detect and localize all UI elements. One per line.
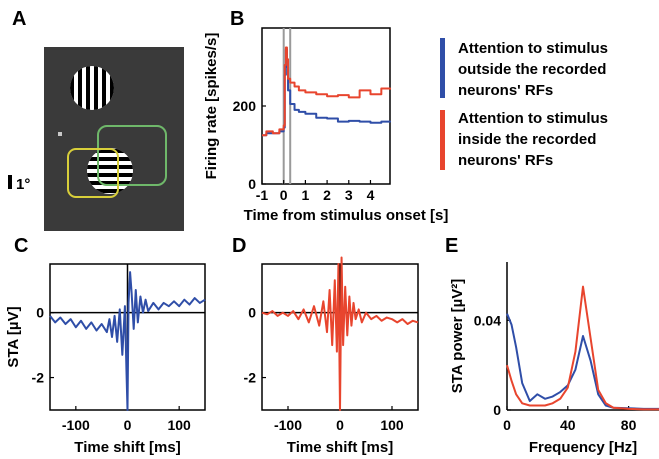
x-tick-label-d-0: -100: [274, 417, 302, 433]
attention-window-outline: [67, 148, 119, 198]
series-line-c-blue: [49, 271, 206, 411]
x-axis-label-e: Frequency [Hz]: [529, 439, 637, 456]
y-axis-label-b: Firing rate [spikes/s]: [203, 33, 220, 180]
grating-stimulus-inside-rf: [87, 148, 133, 194]
series-line-b-red: [262, 46, 391, 137]
series-line-e-blue: [506, 313, 659, 410]
y-tick-label-e-0: 0: [493, 402, 501, 418]
legend-blue-line-1: Attention to stimulus: [458, 40, 608, 57]
legend-blue-line-2: outside the recorded: [458, 61, 606, 78]
legend-red-line-2: inside the recorded: [458, 131, 596, 148]
x-axis-label-d: Time shift [ms]: [287, 439, 393, 456]
scale-bar: [8, 175, 12, 189]
x-tick-label-c-2: 100: [167, 417, 191, 433]
x-tick-label-b-5: 4: [367, 187, 375, 203]
legend-swatch-blue: [440, 38, 445, 98]
x-tick-label-d-1: 0: [336, 417, 344, 433]
x-tick-label-c-1: 0: [124, 417, 132, 433]
panel-label-c: C: [14, 235, 28, 257]
x-tick-label-b-3: 2: [323, 187, 331, 203]
x-tick-label-e-2: 80: [621, 417, 637, 433]
receptive-field-outline: [97, 125, 167, 186]
x-axis-label-b: Time from stimulus onset [s]: [244, 207, 449, 224]
legend-blue-line-3: neurons' RFs: [458, 82, 553, 99]
x-tick-label-b-1: 0: [280, 187, 288, 203]
x-tick-label-b-4: 3: [345, 187, 353, 203]
y-tick-label-d-1: -2: [244, 370, 257, 386]
legend-swatch-red: [440, 110, 445, 170]
panel-label-a: A: [12, 8, 26, 30]
series-line-e-red: [506, 285, 659, 411]
grating-stimulus-outside-rf: [70, 66, 114, 110]
chart-c-sta-attend-out: -100 0 100 0 -2 Time shift [ms] STA [µV]: [5, 263, 206, 456]
fixation-point: [58, 132, 62, 136]
chart-d-sta-attend-in: -100 0 100 0 -2 Time shift [ms]: [244, 256, 419, 456]
y-tick-label-b-1: 200: [233, 98, 257, 114]
panel-a-stimulus-display: [44, 47, 184, 231]
legend-red-line-3: neurons' RFs: [458, 152, 553, 169]
legend-red-line-1: Attention to stimulus: [458, 110, 608, 127]
y-tick-label-c-0: 0: [36, 305, 44, 321]
x-tick-label-d-2: 100: [380, 417, 404, 433]
panel-label-e: E: [445, 235, 458, 257]
scale-bar-label: 1°: [16, 176, 30, 193]
y-tick-label-d-0: 0: [248, 305, 256, 321]
series-line-d-red: [261, 256, 419, 411]
y-tick-label-b-0: 0: [248, 176, 256, 192]
x-tick-label-e-0: 0: [503, 417, 511, 433]
stimulus-screen-background: [44, 47, 184, 231]
x-tick-label-b-2: 1: [301, 187, 309, 203]
y-tick-label-e-1: 0.04: [474, 312, 501, 328]
y-axis-label-c: STA [µV]: [5, 306, 22, 367]
x-tick-label-c-0: -100: [62, 417, 90, 433]
x-tick-label-b-0: -1: [256, 187, 269, 203]
legend: Attention to stimulus outside the record…: [440, 38, 608, 170]
panel-label-d: D: [232, 235, 246, 257]
y-tick-label-c-1: -2: [32, 370, 45, 386]
x-tick-label-e-1: 40: [560, 417, 576, 433]
y-axis-label-e: STA power [µV²]: [449, 279, 466, 393]
panel-label-b: B: [230, 8, 244, 30]
chart-e-sta-power: 0 40 80 0 0.04 Frequency [Hz] STA power [µV²]: [449, 262, 659, 456]
x-axis-label-c: Time shift [ms]: [74, 439, 180, 456]
plot-frame-b: [261, 27, 391, 185]
